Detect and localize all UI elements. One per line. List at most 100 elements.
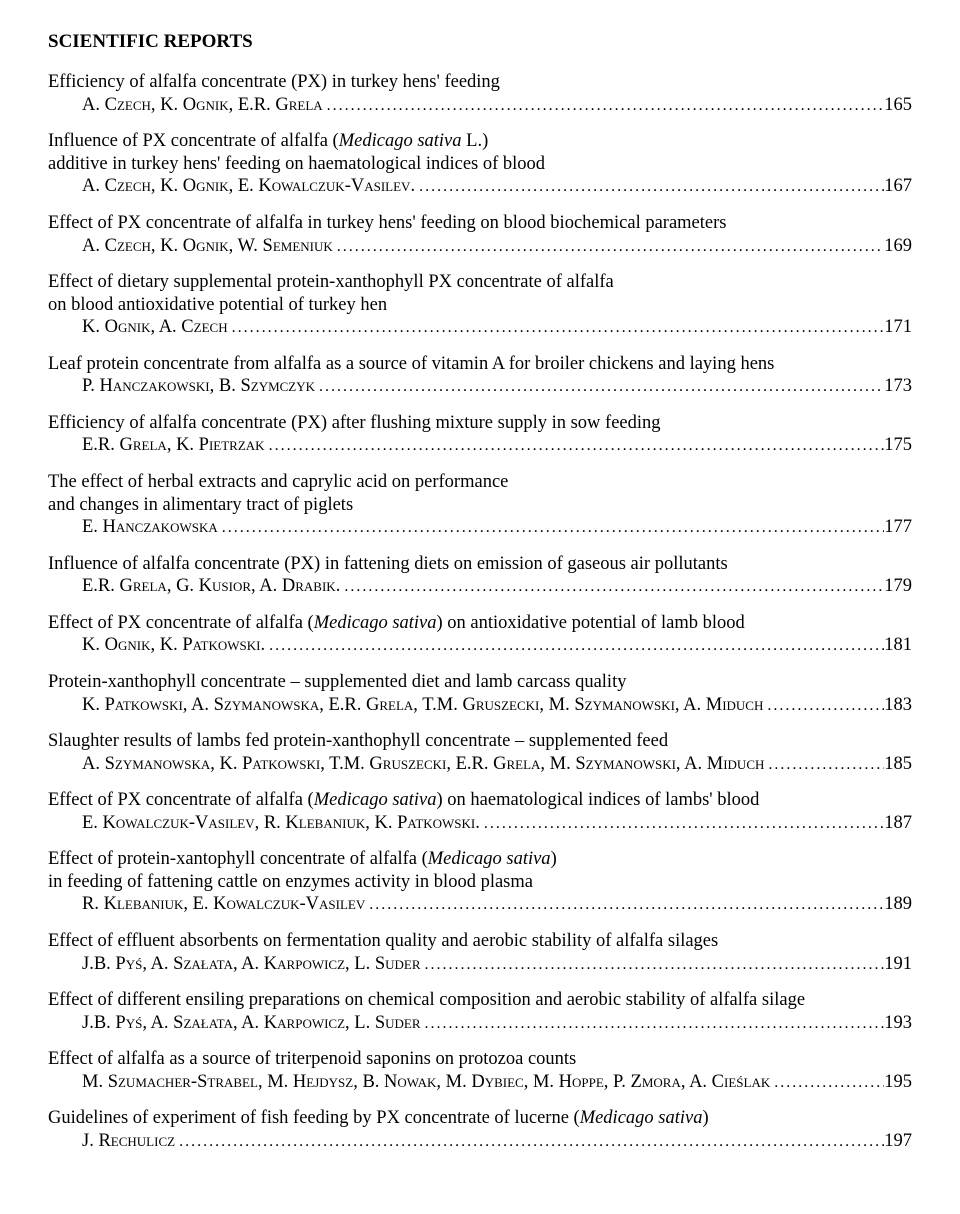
entry-authors: M. Szumacher-Strabel, M. Hejdysz, B. Now…	[82, 1071, 770, 1094]
section-heading: SCIENTIFIC REPORTS	[48, 30, 912, 53]
entry-page: 165	[884, 94, 912, 117]
entry-authors: E. Hanczakowska	[82, 516, 218, 539]
entry-title-italic: Medicago sativa	[428, 849, 551, 869]
entry-authors: J.B. Pyś, A. Szałata, A. Karpowicz, L. S…	[82, 1012, 421, 1035]
toc-entry: Effect of PX concentrate of alfalfa (Med…	[48, 612, 912, 657]
entry-title: The effect of herbal extracts and capryl…	[48, 471, 912, 494]
leader-dots	[228, 318, 885, 338]
toc-entry: Effect of PX concentrate of alfalfa in t…	[48, 212, 912, 257]
entry-title: Efficiency of alfalfa concentrate (PX) i…	[48, 71, 912, 94]
entry-title-post: )	[551, 849, 557, 869]
entry-authors: J. Rechulicz	[82, 1130, 175, 1153]
entry-authors-line: A. Czech, K. Ognik, W. Semeniuk169	[48, 235, 912, 258]
entry-authors: K. Patkowski, A. Szymanowska, E.R. Grela…	[82, 694, 763, 717]
leader-dots	[340, 577, 884, 597]
entry-authors-line: K. Ognik, K. Patkowski. 181	[48, 634, 912, 657]
entry-title: Leaf protein concentrate from alfalfa as…	[48, 353, 912, 376]
entry-title: Guidelines of experiment of fish feeding…	[48, 1107, 912, 1130]
toc-entry: Effect of PX concentrate of alfalfa (Med…	[48, 789, 912, 834]
entry-title: Effect of PX concentrate of alfalfa in t…	[48, 212, 912, 235]
leader-dots	[333, 237, 884, 257]
entry-authors-line: M. Szumacher-Strabel, M. Hejdysz, B. Now…	[48, 1071, 912, 1094]
entry-title: Effect of dietary supplemental protein-x…	[48, 271, 912, 294]
entry-authors-line: K. Ognik, A. Czech 171	[48, 316, 912, 339]
entry-page: 185	[884, 753, 912, 776]
leader-dots	[365, 895, 884, 915]
entry-title: Effect of PX concentrate of alfalfa (Med…	[48, 789, 912, 812]
entry-title: Influence of alfalfa concentrate (PX) in…	[48, 553, 912, 576]
entry-page: 167	[884, 175, 912, 198]
leader-dots	[415, 177, 884, 197]
leader-dots	[770, 1073, 884, 1093]
entry-page: 197	[884, 1130, 912, 1153]
entry-page: 183	[884, 694, 912, 717]
entry-page: 169	[884, 235, 912, 258]
entry-title-italic: Medicago sativa	[339, 131, 462, 151]
toc-entry: Efficiency of alfalfa concentrate (PX) i…	[48, 71, 912, 116]
entry-authors-line: A. Czech, K. Ognik, E.R. Grela165	[48, 94, 912, 117]
entry-authors: J.B. Pyś, A. Szałata, A. Karpowicz, L. S…	[82, 953, 421, 976]
entry-title: Effect of protein-xantophyll concentrate…	[48, 848, 912, 871]
toc-entry: Effect of dietary supplemental protein-x…	[48, 271, 912, 339]
entry-authors-line: A. Czech, K. Ognik, E. Kowalczuk-Vasilev…	[48, 175, 912, 198]
entry-page: 181	[884, 634, 912, 657]
entry-page: 189	[884, 893, 912, 916]
toc-entry: Leaf protein concentrate from alfalfa as…	[48, 353, 912, 398]
entry-subtitle: and changes in alimentary tract of pigle…	[48, 494, 912, 517]
entry-title: Effect of PX concentrate of alfalfa (Med…	[48, 612, 912, 635]
entry-authors: K. Ognik, K. Patkowski.	[82, 634, 265, 657]
toc-entry: Protein-xanthophyll concentrate – supple…	[48, 671, 912, 716]
entry-page: 173	[884, 375, 912, 398]
toc-entry: Effect of different ensiling preparation…	[48, 989, 912, 1034]
entry-page: 195	[884, 1071, 912, 1094]
entry-title-post: )	[702, 1108, 708, 1128]
entry-title: Influence of PX concentrate of alfalfa (…	[48, 130, 912, 153]
entry-title-pre: Effect of protein-xantophyll concentrate…	[48, 849, 428, 869]
entry-title-post: ) on haematological indices of lambs' bl…	[437, 790, 760, 810]
entry-authors: K. Ognik, A. Czech	[82, 316, 228, 339]
entry-authors: R. Klebaniuk, E. Kowalczuk-Vasilev	[82, 893, 365, 916]
entry-authors-line: E. Hanczakowska 177	[48, 516, 912, 539]
entry-title-italic: Medicago sativa	[314, 790, 437, 810]
leader-dots	[315, 377, 884, 397]
entry-authors: A. Szymanowska, K. Patkowski, T.M. Grusz…	[82, 753, 764, 776]
entry-title: Slaughter results of lambs fed protein-x…	[48, 730, 912, 753]
leader-dots	[175, 1132, 884, 1152]
entry-page: 179	[884, 575, 912, 598]
entry-page: 187	[884, 812, 912, 835]
entry-authors: E.R. Grela, K. Pietrzak	[82, 434, 265, 457]
leader-dots	[421, 955, 885, 975]
entry-title-italic: Medicago sativa	[314, 613, 437, 633]
entry-page: 177	[884, 516, 912, 539]
entry-title-pre: Effect of PX concentrate of alfalfa (	[48, 790, 314, 810]
entry-authors-line: E. Kowalczuk-Vasilev, R. Klebaniuk, K. P…	[48, 812, 912, 835]
entry-title-italic: Medicago sativa	[580, 1108, 703, 1128]
toc-entry: Slaughter results of lambs fed protein-x…	[48, 730, 912, 775]
toc-entry: Guidelines of experiment of fish feeding…	[48, 1107, 912, 1152]
leader-dots	[764, 755, 884, 775]
leader-dots	[323, 96, 885, 116]
entry-authors-line: R. Klebaniuk, E. Kowalczuk-Vasilev 189	[48, 893, 912, 916]
leader-dots	[763, 696, 884, 716]
entry-title-post: L.)	[462, 131, 489, 151]
entry-page: 171	[884, 316, 912, 339]
leader-dots	[421, 1014, 885, 1034]
toc-list: Efficiency of alfalfa concentrate (PX) i…	[48, 71, 912, 1152]
entry-title-pre: Guidelines of experiment of fish feeding…	[48, 1108, 580, 1128]
entry-authors-line: K. Patkowski, A. Szymanowska, E.R. Grela…	[48, 694, 912, 717]
entry-title: Effect of different ensiling preparation…	[48, 989, 912, 1012]
entry-authors-line: E.R. Grela, G. Kusior, A. Drabik. 179	[48, 575, 912, 598]
entry-authors: P. Hanczakowski, B. Szymczyk	[82, 375, 315, 398]
entry-title: Effect of alfalfa as a source of triterp…	[48, 1048, 912, 1071]
entry-authors: E. Kowalczuk-Vasilev, R. Klebaniuk, K. P…	[82, 812, 480, 835]
entry-title: Effect of effluent absorbents on ferment…	[48, 930, 912, 953]
entry-subtitle: in feeding of fattening cattle on enzyme…	[48, 871, 912, 894]
leader-dots	[218, 518, 885, 538]
entry-authors: E.R. Grela, G. Kusior, A. Drabik.	[82, 575, 340, 598]
entry-authors-line: E.R. Grela, K. Pietrzak175	[48, 434, 912, 457]
entry-subtitle: on blood antioxidative potential of turk…	[48, 294, 912, 317]
entry-title-post: ) on antioxidative potential of lamb blo…	[437, 613, 745, 633]
entry-authors-line: J.B. Pyś, A. Szałata, A. Karpowicz, L. S…	[48, 953, 912, 976]
entry-subtitle: additive in turkey hens' feeding on haem…	[48, 153, 912, 176]
toc-entry: Influence of alfalfa concentrate (PX) in…	[48, 553, 912, 598]
